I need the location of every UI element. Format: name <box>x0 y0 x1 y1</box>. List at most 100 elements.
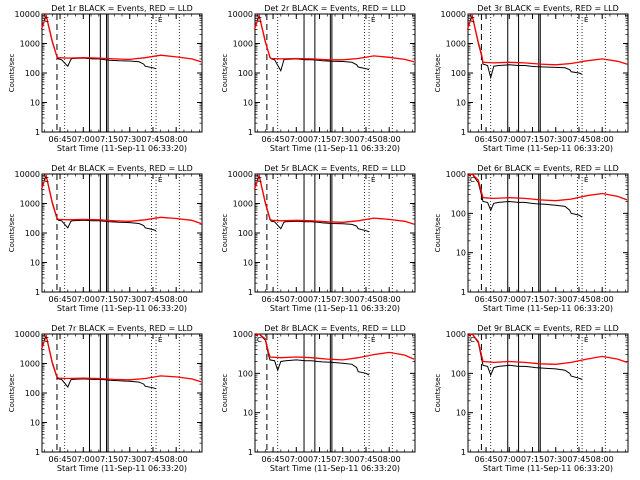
x-tick-label: 07:45 <box>567 135 590 144</box>
corner-marker-left: C <box>44 176 49 184</box>
y-tick-label: 10 <box>456 249 466 258</box>
y-tick-label: 1000 <box>446 40 466 49</box>
y-tick-label: 10 <box>243 99 253 108</box>
x-tick-label: 08:00 <box>591 135 614 144</box>
y-tick-label: 100 <box>451 209 466 218</box>
x-tick-label: 06:45 <box>49 135 72 144</box>
x-tick-label: 07:00 <box>498 455 521 464</box>
x-tick-label: 08:00 <box>378 295 401 304</box>
x-axis-label: Start Time (11-Sep-11 06:33:20) <box>483 464 613 473</box>
x-tick-label: 07:00 <box>72 135 95 144</box>
corner-marker-left: C <box>257 336 262 344</box>
y-tick-label: 10 <box>456 99 466 108</box>
y-tick-label: 1 <box>35 288 40 297</box>
x-tick-label: 06:45 <box>475 455 498 464</box>
x-tick-label: 08:00 <box>165 455 188 464</box>
corner-marker-right: E <box>371 16 375 24</box>
y-tick-label: 10 <box>30 259 40 268</box>
x-axis-label: Start Time (11-Sep-11 06:33:20) <box>57 464 187 473</box>
x-tick-label: 08:00 <box>591 295 614 304</box>
x-tick-label: 07:45 <box>567 455 590 464</box>
x-tick-label: 07:15 <box>521 455 544 464</box>
x-tick-label: 07:15 <box>308 295 331 304</box>
x-tick-label: 08:00 <box>378 135 401 144</box>
plot-frame <box>254 13 416 133</box>
series-line-lld <box>467 333 628 365</box>
y-tick-label: 10000 <box>15 10 40 19</box>
chart-title: Det 3r BLACK = Events, RED = LLD <box>477 4 619 13</box>
y-tick-label: 1000 <box>20 40 40 49</box>
y-axis-label: Counts/sec <box>434 374 442 413</box>
y-tick-label: 1000 <box>20 200 40 209</box>
y-tick-label: 1 <box>461 128 466 137</box>
series-line-events <box>467 333 583 380</box>
y-tick-label: 10 <box>30 99 40 108</box>
series-line-events <box>41 173 157 232</box>
corner-marker-left: C <box>470 16 475 24</box>
chart-title: Det 8r BLACK = Events, RED = LLD <box>264 324 406 333</box>
y-tick-label: 10000 <box>441 10 466 19</box>
y-tick-label: 1 <box>461 288 466 297</box>
x-tick-label: 08:00 <box>378 455 401 464</box>
x-axis-label: Start Time (11-Sep-11 06:33:20) <box>57 144 187 153</box>
x-tick-label: 07:45 <box>567 295 590 304</box>
x-tick-label: 07:00 <box>72 455 95 464</box>
x-tick-label: 07:30 <box>544 455 567 464</box>
x-tick-label: 06:45 <box>262 455 285 464</box>
series-line-lld <box>254 333 415 361</box>
plot-frame <box>467 333 629 453</box>
y-tick-label: 10000 <box>15 170 40 179</box>
y-axis-label: Counts/sec <box>221 374 229 413</box>
y-tick-label: 1 <box>248 288 253 297</box>
corner-marker-left: C <box>44 16 49 24</box>
plot-frame <box>254 333 416 453</box>
series-line-events <box>467 173 583 218</box>
corner-marker-right: E <box>584 176 588 184</box>
y-tick-label: 1000 <box>233 330 253 339</box>
plot-frame <box>254 173 416 293</box>
y-axis-label: Counts/sec <box>434 214 442 253</box>
x-tick-label: 07:45 <box>141 295 164 304</box>
y-axis-label: Counts/sec <box>221 54 229 93</box>
x-axis-label: Start Time (11-Sep-11 06:33:20) <box>270 144 400 153</box>
y-tick-label: 1 <box>35 128 40 137</box>
series-line-lld <box>466 12 628 66</box>
y-axis-label: Counts/sec <box>8 214 16 253</box>
corner-marker-left: C <box>470 176 475 184</box>
x-tick-label: 07:00 <box>285 295 308 304</box>
x-axis-label: Start Time (11-Sep-11 06:33:20) <box>483 144 613 153</box>
x-tick-label: 07:45 <box>141 135 164 144</box>
y-tick-label: 1000 <box>233 200 253 209</box>
series-line-lld <box>40 172 202 225</box>
x-tick-label: 06:45 <box>49 295 72 304</box>
corner-marker-left: C <box>257 16 262 24</box>
x-tick-label: 07:30 <box>331 455 354 464</box>
x-tick-label: 08:00 <box>165 295 188 304</box>
x-tick-label: 06:45 <box>49 455 72 464</box>
corner-marker-left: C <box>257 176 262 184</box>
y-tick-label: 1 <box>248 448 253 457</box>
x-tick-label: 07:45 <box>354 295 377 304</box>
y-tick-label: 10000 <box>15 330 40 339</box>
x-axis-label: Start Time (11-Sep-11 06:33:20) <box>270 464 400 473</box>
x-tick-label: 07:00 <box>72 295 95 304</box>
y-tick-label: 1000 <box>446 170 466 179</box>
y-tick-label: 10 <box>456 409 466 418</box>
y-tick-label: 10000 <box>228 10 253 19</box>
x-tick-label: 07:30 <box>118 295 141 304</box>
corner-marker-right: E <box>158 16 162 24</box>
corner-marker-right: E <box>584 16 588 24</box>
series-line-events <box>467 13 583 80</box>
x-tick-label: 07:15 <box>308 135 331 144</box>
series-line-lld <box>253 172 415 225</box>
corner-marker-left: C <box>470 336 475 344</box>
y-tick-label: 100 <box>238 369 253 378</box>
x-tick-label: 07:15 <box>95 135 118 144</box>
y-tick-label: 1000 <box>446 330 466 339</box>
corner-marker-left: C <box>44 336 49 344</box>
plot-frame <box>41 13 203 133</box>
y-axis-label: Counts/sec <box>221 214 229 253</box>
series-line-events <box>41 333 157 390</box>
series-line-events <box>254 13 370 72</box>
x-tick-label: 07:30 <box>118 135 141 144</box>
